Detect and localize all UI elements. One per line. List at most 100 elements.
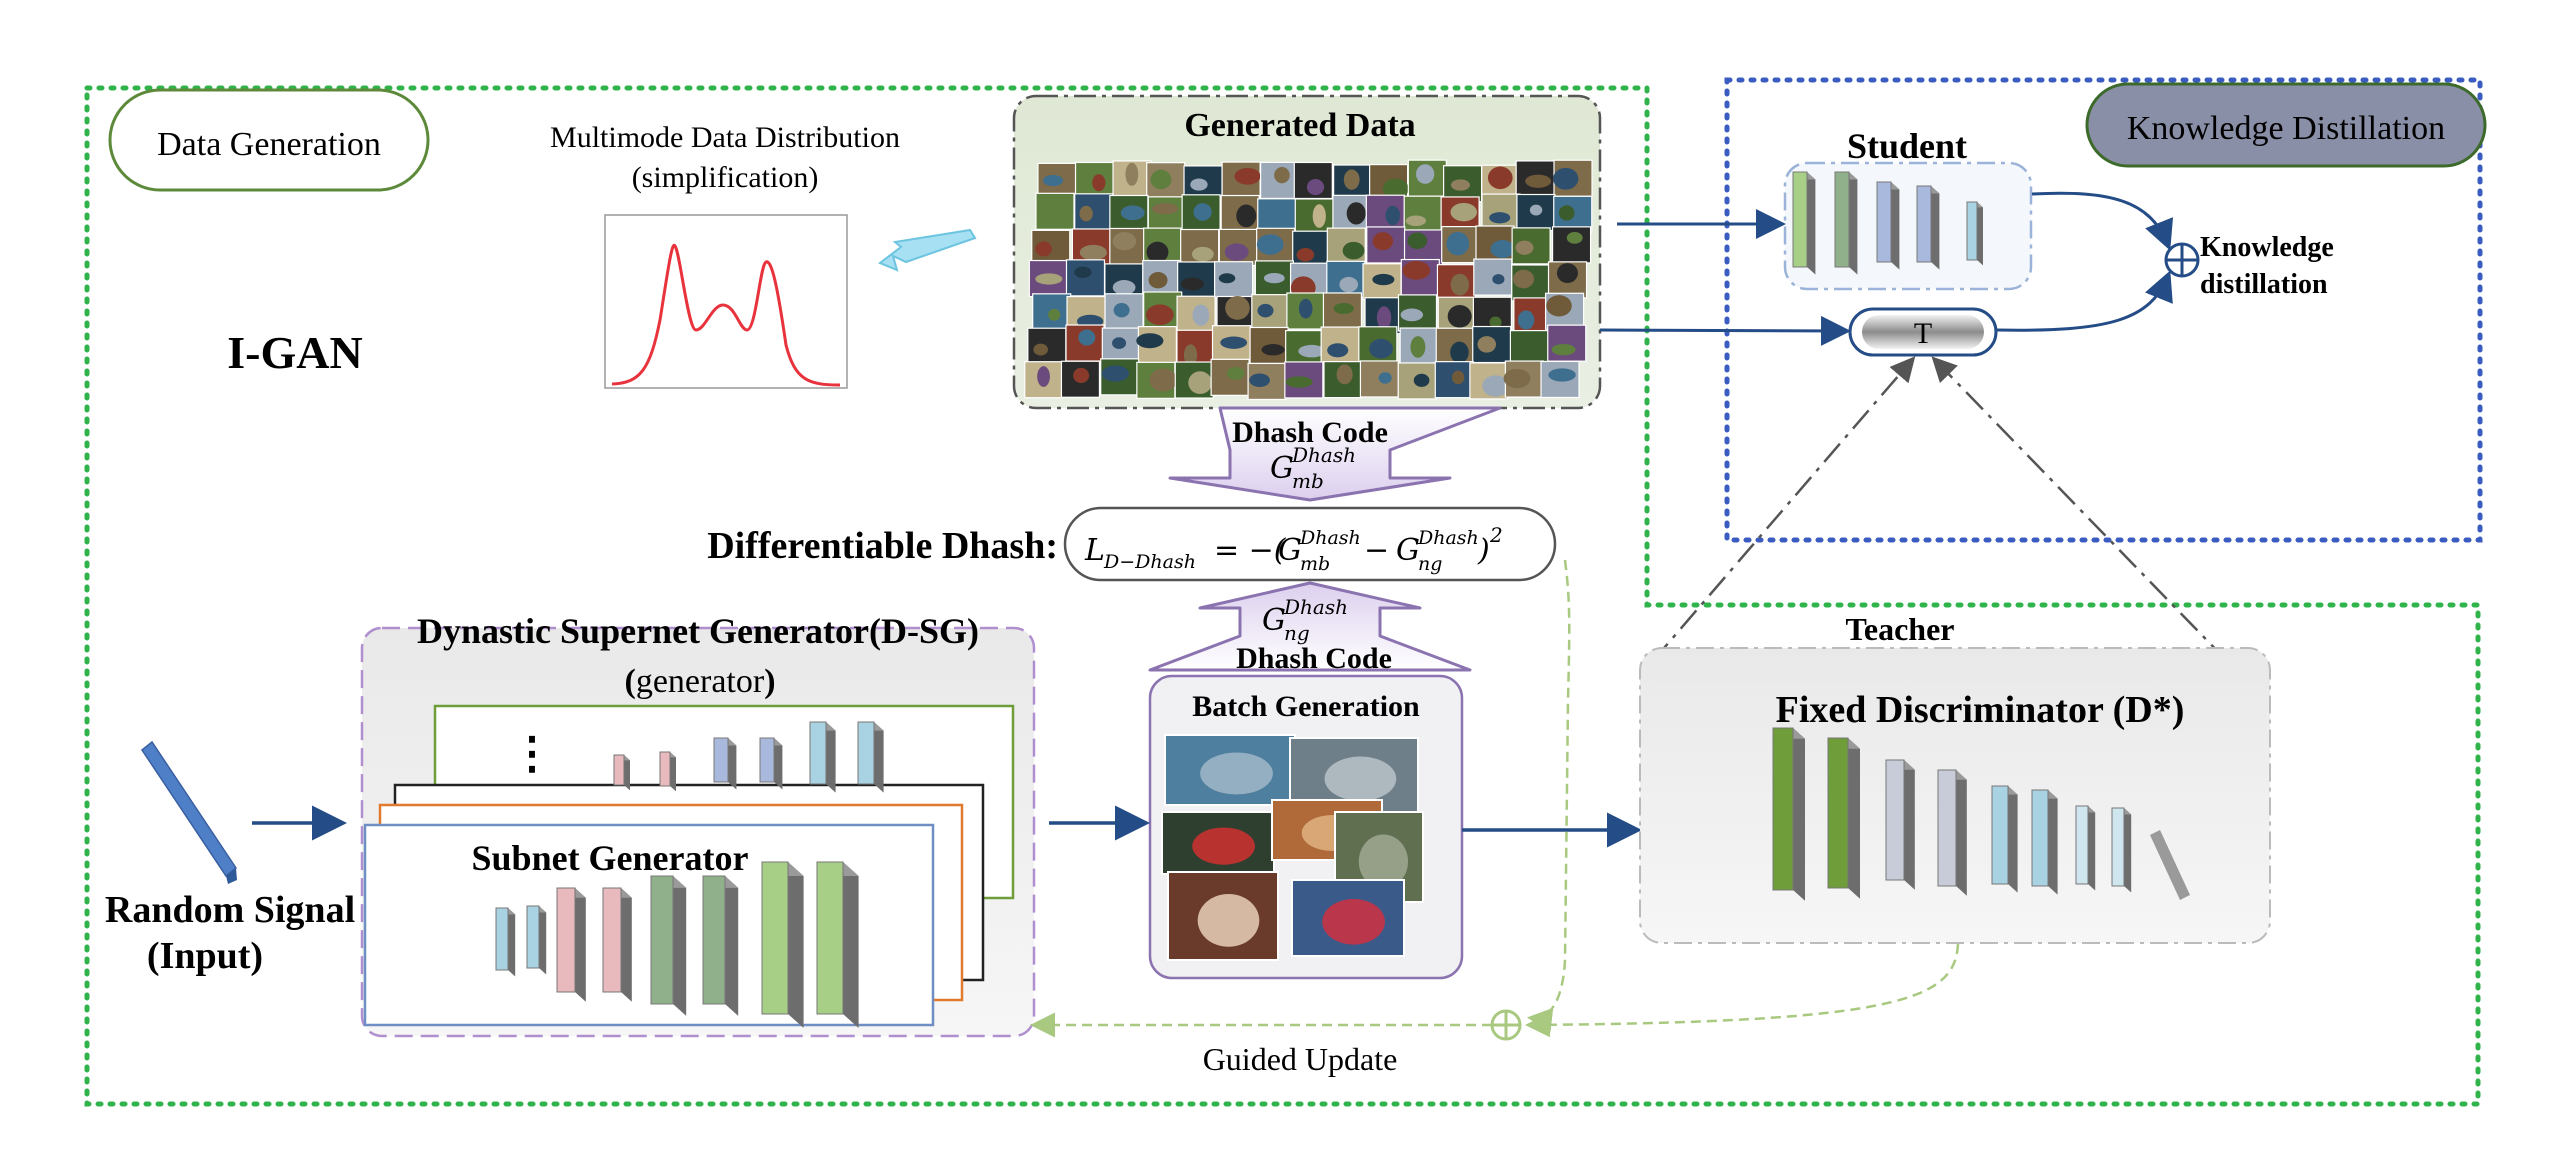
generated-thumbnail: [1322, 292, 1363, 330]
dhash-code-bottom-label: Dhash Code: [1236, 642, 1392, 675]
loss-g-mb-sub: mb: [1300, 553, 1330, 575]
batch-image-collage: [1161, 734, 1424, 961]
fixed-discriminator-panel: Fixed Discriminator (D*): [1639, 647, 2271, 944]
generated-thumbnail: [1221, 161, 1261, 199]
generated-thumbnail: [1024, 361, 1064, 399]
multimode-plot: [604, 214, 848, 389]
generated-thumbnail: [1214, 261, 1254, 299]
discriminator-layer: [1827, 737, 1860, 899]
generated-thumbnail: [1254, 260, 1294, 298]
discriminator-layer: [1991, 785, 2018, 893]
batch-image: [1291, 879, 1405, 957]
generated-thumbnail: [1177, 261, 1217, 299]
generated-thumbnail: [1434, 361, 1474, 399]
generated-thumbnail: [1320, 326, 1360, 364]
generated-thumbnail: [1256, 227, 1296, 265]
generated-thumbnail: [1441, 225, 1481, 264]
generated-data-panel: Generated Data: [1012, 94, 1602, 410]
generated-thumbnail: [1551, 226, 1592, 264]
temperature-pill: T: [1848, 307, 1998, 357]
generated-thumbnail: [1397, 362, 1437, 400]
generated-thumbnail: [1251, 294, 1291, 332]
subnet-layer: [556, 887, 586, 1002]
guided-update-from-loss: [1527, 559, 1571, 1033]
supernet-layer: [759, 737, 783, 790]
teacher-label: Teacher: [1845, 611, 1954, 647]
generated-thumbnail: [1074, 193, 1114, 231]
knowledge-distillation-badge: Knowledge Distillation: [2085, 82, 2487, 168]
loss-g-ng-sub: ng: [1418, 553, 1442, 575]
data-generation-label: Data Generation: [157, 126, 381, 163]
generated-thumbnail: [1027, 327, 1067, 365]
generated-thumbnail: [1136, 326, 1177, 364]
discriminator-output-layer: [2150, 830, 2190, 900]
g-mb-subscript: mb: [1292, 469, 1324, 493]
generated-thumbnail: [1544, 292, 1585, 330]
generated-thumbnail: [1100, 358, 1140, 396]
loss-L-subscript: D−Dhash: [1103, 551, 1196, 573]
temperature-label: T: [1914, 317, 1932, 350]
generated-thumbnail: [1473, 258, 1513, 296]
arrow-temperature-to-kd: [1996, 270, 2173, 332]
generated-thumbnail: [1472, 325, 1512, 364]
multimode-subtitle: (simplification): [632, 161, 819, 194]
supernet-layer: [659, 751, 676, 792]
generated-data-title: Generated Data: [1184, 107, 1415, 144]
generated-thumbnail: [1142, 259, 1182, 298]
kd-output-line2: distillation: [2200, 269, 2328, 300]
generated-thumbnail: [1469, 362, 1509, 400]
batch-generation-panel: Batch Generation: [1148, 674, 1464, 980]
random-signal-label-2: (Input): [147, 935, 263, 977]
supernet-layer: [809, 721, 836, 793]
generated-thumbnail: [1284, 361, 1324, 399]
arrow-to-temperature: [1599, 315, 1851, 346]
guided-update-from-discriminator: [1525, 943, 1960, 1038]
generated-thumbnail: [1136, 361, 1178, 399]
g-ng-symbol: G: [1262, 603, 1286, 638]
generated-thumbnail: [1475, 225, 1515, 263]
generated-thumbnail: [1400, 258, 1440, 297]
loss-g-mb-sup: Dhash: [1299, 527, 1361, 549]
generated-thumbnail: [1211, 325, 1252, 363]
generated-thumbnail: [1176, 295, 1216, 333]
g-mb-symbol: G: [1270, 451, 1294, 486]
generated-thumbnail: [1247, 362, 1287, 401]
generated-thumbnail: [1407, 159, 1447, 197]
generated-thumbnail: [1365, 194, 1405, 232]
generated-thumbnail: [1323, 361, 1363, 399]
generated-thumbnail: [1437, 296, 1477, 334]
knowledge-distillation-label: Knowledge Distillation: [2127, 110, 2445, 147]
student-layer: [1876, 181, 1900, 270]
dhash-code-down-arrow: Dhash Code G Dhash mb: [1168, 406, 1502, 502]
generated-thumbnail: [1060, 360, 1101, 398]
generated-thumbnail: [1326, 227, 1366, 265]
discriminator-layer: [2075, 805, 2096, 891]
generated-thumbnail: [1399, 327, 1439, 365]
generated-thumbnail: [1210, 358, 1250, 396]
generated-thumbnail: [1516, 193, 1556, 232]
generated-thumbnail: [1540, 360, 1580, 399]
generated-thumbnail: [1074, 161, 1115, 200]
generated-thumbnail: [1065, 324, 1105, 362]
generated-thumbnail: [1143, 227, 1183, 265]
random-signal-label-1: Random Signal: [105, 889, 355, 931]
discriminator-layer: [1772, 727, 1805, 901]
generated-thumbnail: [1293, 161, 1333, 200]
student-layer: [1966, 201, 1983, 266]
generated-thumbnail: [1503, 360, 1544, 398]
generated-thumbnail: [1101, 327, 1141, 365]
subnet-generator-label: Subnet Generator: [472, 838, 749, 878]
subnet-layer: [650, 875, 687, 1016]
stack-dots: ⋮: [510, 729, 554, 778]
batch-image: [1167, 871, 1279, 961]
guided-update-label: Guided Update: [1203, 1041, 1398, 1077]
dsg-title: Dynastic Supernet Generator(D-SG): [417, 611, 979, 651]
generated-image-grid: [1024, 159, 1593, 401]
generated-thumbnail: [1481, 193, 1521, 231]
generated-thumbnail: [1176, 329, 1216, 367]
generated-thumbnail: [1146, 162, 1186, 200]
plus-circle-icon: [2164, 242, 2200, 278]
multimode-title: Multimode Data Distribution: [550, 121, 900, 154]
